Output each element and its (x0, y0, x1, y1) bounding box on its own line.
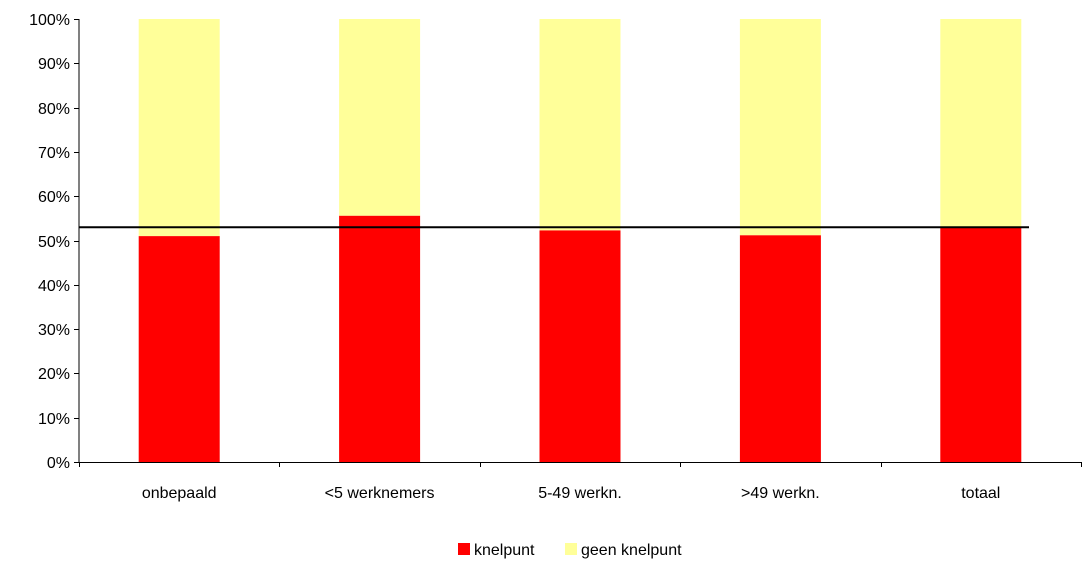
y-tick-label: 70% (38, 145, 70, 162)
bar-segment-knelpunt (138, 236, 220, 462)
legend-label: knelpunt (474, 542, 535, 559)
x-category-label: <5 werknemers (325, 485, 435, 502)
legend-swatch (458, 543, 470, 555)
bar-segment-knelpunt (539, 230, 621, 462)
y-tick-label: 20% (38, 366, 70, 383)
y-tick-label: 90% (38, 56, 70, 73)
bar-segment-geen-knelpunt (138, 19, 220, 237)
y-tick-label: 50% (38, 234, 70, 251)
x-axis: onbepaald <5 werknemers 5-49 werkn. >49 wer… (79, 462, 1082, 502)
x-category-label: 5-49 werkn. (538, 485, 622, 502)
bar-segment-geen-knelpunt (940, 19, 1022, 228)
legend-swatch (565, 543, 577, 555)
y-tick-label: 0% (47, 455, 70, 472)
legend-label: geen knelpunt (581, 542, 682, 559)
y-tick-label: 80% (38, 101, 70, 118)
legend: knelpunt geen knelpunt (458, 542, 682, 559)
bars (138, 19, 1022, 462)
bar-segment-knelpunt (940, 227, 1022, 462)
x-category-label: onbepaald (142, 485, 217, 502)
bar-segment-geen-knelpunt (539, 19, 621, 231)
y-tick-label: 30% (38, 322, 70, 339)
y-tick-label: 40% (38, 278, 70, 295)
bar-segment-knelpunt (339, 215, 421, 462)
bar-segment-geen-knelpunt (739, 19, 821, 236)
y-tick-label: 60% (38, 189, 70, 206)
x-category-label: totaal (961, 485, 1000, 502)
bar-segment-knelpunt (739, 235, 821, 462)
bar-segment-geen-knelpunt (339, 19, 421, 216)
y-tick-label: 100% (29, 12, 70, 29)
y-axis: 0% 10% 20% 30% 40% 50% 60% 70% 80% 90% 100% (29, 12, 80, 472)
x-category-label: >49 werkn. (741, 485, 820, 502)
y-tick-label: 10% (38, 411, 70, 428)
